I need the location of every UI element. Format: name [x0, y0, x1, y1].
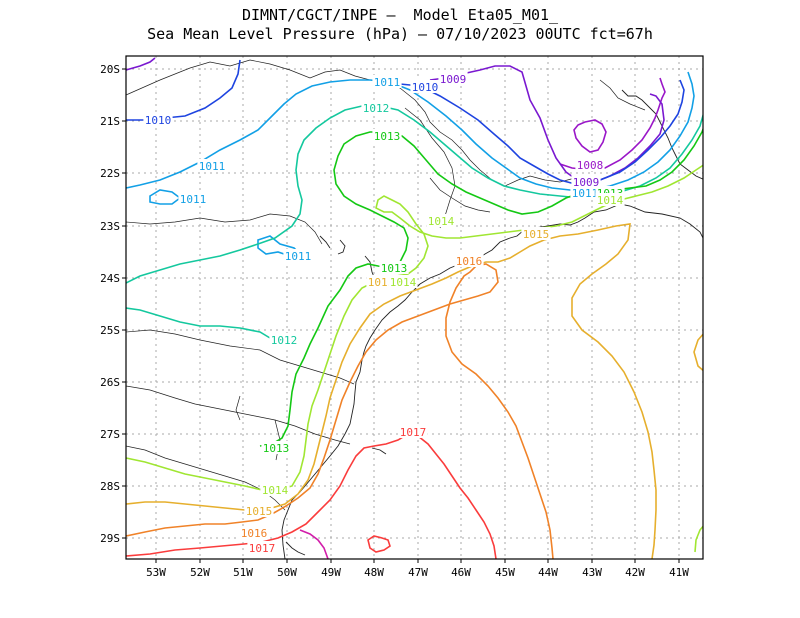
- lon-tick-label: 51W: [233, 566, 253, 579]
- contour-label: 1014: [262, 484, 289, 497]
- contour-label: 1011: [180, 193, 207, 206]
- contour-label: 1015: [523, 228, 550, 241]
- contour-label: 1010: [145, 114, 172, 127]
- isobar-1014: [126, 164, 703, 553]
- contour-label: 1011: [572, 187, 599, 200]
- lon-tick-label: 44W: [538, 566, 558, 579]
- lat-tick-label: 23S: [100, 220, 120, 233]
- contour-label: 1014: [597, 194, 624, 207]
- lat-tick-label: 28S: [100, 480, 120, 493]
- contour-label: 1013: [263, 442, 290, 455]
- contour-label: 1011: [285, 250, 312, 263]
- contour-label: 1009: [573, 176, 600, 189]
- contour-label: 1014: [428, 215, 455, 228]
- contour-label-bg: [575, 158, 605, 171]
- lat-tick-label: 22S: [100, 167, 120, 180]
- lon-tick-label: 45W: [495, 566, 515, 579]
- contour-label: 1016: [241, 527, 268, 540]
- lon-tick-label: 50W: [277, 566, 297, 579]
- contour-label: 1012: [271, 334, 298, 347]
- lat-tick-label: 29S: [100, 532, 120, 545]
- lon-tick-label: 48W: [364, 566, 384, 579]
- contour-label-bg: [388, 275, 418, 288]
- lon-tick-label: 49W: [321, 566, 341, 579]
- map-frame: [125, 55, 704, 560]
- isobar-1017: [126, 433, 497, 559]
- lat-tick-label: 21S: [100, 115, 120, 128]
- contour-label-bg: [410, 80, 440, 93]
- coastline: [281, 89, 703, 559]
- contour-label: 1017: [249, 542, 276, 555]
- contour-label-bg: [178, 192, 208, 205]
- lat-tick-label: 20S: [100, 63, 120, 76]
- contour-label-bg: [379, 261, 409, 274]
- lat-tick-label: 24S: [100, 272, 120, 285]
- contour-label-bg: [260, 483, 290, 496]
- contour-label: 1015: [246, 505, 273, 518]
- lat-tick-label: 27S: [100, 428, 120, 441]
- lon-tick-label: 53W: [146, 566, 166, 579]
- contour-label-bg: [372, 129, 402, 142]
- map-title-line2: Sea Mean Level Pressure (hPa) – 07/10/20…: [147, 25, 653, 43]
- lon-tick-label: 41W: [669, 566, 689, 579]
- contour-label: 1012: [363, 102, 390, 115]
- contour-label-bg: [438, 72, 468, 85]
- contour-label: 1014: [390, 276, 417, 289]
- contour-label-bg: [398, 425, 428, 438]
- lon-tick-label: 46W: [451, 566, 471, 579]
- contour-label-bg: [247, 541, 277, 554]
- map-title-line1: DIMNT/CGCT/INPE – Model Eta05_M01_: [241, 6, 559, 24]
- lon-tick-label: 47W: [408, 566, 428, 579]
- isobar-1009: [126, 57, 665, 183]
- lat-tick-label: 26S: [100, 376, 120, 389]
- contour-label-bg: [283, 249, 313, 262]
- contour-label: 1015: [368, 276, 395, 289]
- contour-label-bg: [361, 101, 391, 114]
- contour-label-bg: [143, 113, 173, 126]
- contour-label-bg: [269, 333, 299, 346]
- contour-label-bg: [366, 275, 396, 288]
- contour-label: 1016: [456, 255, 483, 268]
- contour-label-bg: [521, 227, 551, 240]
- contour-label: 1009: [440, 73, 467, 86]
- contour-label: 1011: [374, 76, 401, 89]
- contour-label: 1011: [199, 160, 226, 173]
- contour-label-bg: [595, 193, 625, 206]
- lon-tick-label: 52W: [190, 566, 210, 579]
- contour-label-bg: [197, 159, 227, 172]
- map-grid: [126, 56, 703, 559]
- contour-label: 1017: [400, 426, 427, 439]
- lat-tick-label: 25S: [100, 324, 120, 337]
- contour-label-bg: [239, 526, 269, 539]
- isobar-1008: [559, 77, 666, 171]
- contour-label-bg: [426, 214, 456, 227]
- lon-tick-label: 42W: [625, 566, 645, 579]
- contour-label-bg: [244, 504, 274, 517]
- contour-label-bg: [571, 175, 601, 188]
- contour-label: 1013: [374, 130, 401, 143]
- contour-label-bg: [454, 254, 484, 267]
- isobar-1018: [299, 529, 329, 559]
- isobar-1015: [126, 223, 703, 559]
- lon-tick-label: 43W: [582, 566, 602, 579]
- map-axes: 20S 21S 22S 23S 24S 25S 26S 27S 28S 29S 53W 52W 51W 5…: [100, 63, 689, 579]
- contour-label-bg: [261, 441, 291, 454]
- contour-label: 1008: [577, 159, 604, 172]
- contour-label-bg: [372, 75, 402, 88]
- isobar-1016: [126, 263, 554, 559]
- contour-label-bg: [570, 186, 600, 199]
- contour-label: 1010: [412, 81, 439, 94]
- contour-label: 1013: [381, 262, 408, 275]
